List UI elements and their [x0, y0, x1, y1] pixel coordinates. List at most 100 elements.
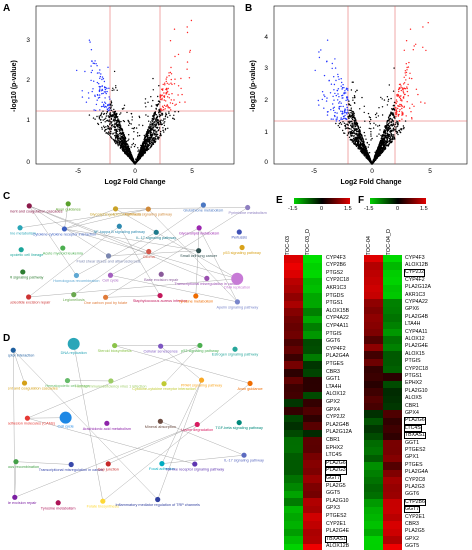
gene-point: [157, 138, 159, 140]
gene-point: [366, 153, 369, 155]
gene-point: [387, 100, 389, 102]
gene-point: [398, 96, 401, 99]
network-node: [64, 377, 71, 384]
heatmap-cell: [364, 343, 383, 352]
gene-point: [151, 142, 153, 144]
gene-point: [119, 124, 121, 126]
gene-point: [339, 101, 341, 103]
gene-point: [384, 132, 387, 134]
gene-point: [393, 108, 396, 110]
gene-point: [106, 132, 109, 134]
gene-point: [342, 94, 344, 97]
gene-point: [149, 127, 151, 130]
gene-point: [397, 88, 400, 91]
pathway-label: One carbon pool by folate: [84, 301, 127, 305]
gene-point: [333, 106, 335, 109]
gene-point: [331, 62, 333, 65]
gene-point: [317, 99, 319, 102]
gene-point: [415, 88, 418, 91]
gene-point: [101, 128, 103, 130]
gene-point: [349, 132, 352, 135]
column-label: ITOC-04: [366, 236, 372, 257]
network-node: [17, 225, 23, 231]
gene-point: [115, 142, 117, 144]
gene-point: [338, 120, 341, 122]
gene-point: [136, 158, 139, 161]
gene-point: [145, 135, 148, 137]
gene-point: [407, 66, 410, 68]
gene-point: [154, 136, 157, 138]
gene-point: [88, 39, 91, 41]
pathway-label: Nucleotide excision repair: [8, 501, 37, 505]
gene-point: [104, 129, 106, 132]
heatmap-cell: [284, 369, 303, 377]
gene-point: [109, 121, 112, 123]
gene-point: [343, 87, 345, 89]
gene-point: [359, 132, 361, 135]
gene-point: [369, 160, 372, 162]
network-node: [104, 420, 110, 426]
gene-point: [99, 69, 101, 71]
gene-point: [152, 123, 154, 126]
gene-point: [103, 126, 106, 129]
network-edge: [114, 345, 251, 384]
gene-point: [342, 121, 344, 123]
gene-point: [113, 139, 115, 141]
pathway-label: Pyrimidine metabolism: [229, 211, 267, 215]
gene-point: [137, 135, 139, 137]
gene-point: [174, 111, 176, 113]
gene-point: [351, 123, 353, 125]
gene-point: [101, 76, 104, 78]
gene-row-label: GGT5: [326, 490, 341, 497]
network-node: [194, 421, 200, 428]
network-edge: [27, 345, 201, 419]
gene-point: [360, 138, 363, 140]
gene-point: [330, 109, 332, 111]
gene-point: [321, 98, 323, 101]
x-tick-label: -5: [311, 168, 317, 175]
gene-point: [121, 108, 124, 110]
gene-point: [347, 89, 349, 91]
gene-point: [150, 135, 152, 138]
gene-point: [408, 61, 410, 64]
gene-point: [117, 128, 119, 130]
gene-point: [397, 123, 399, 126]
pathway-label: Glutathione metabolism: [183, 209, 223, 213]
gene-point: [402, 83, 405, 85]
gene-point: [108, 106, 111, 109]
gene-row-label: CBR1: [405, 402, 419, 409]
gene-point: [134, 158, 137, 160]
pathway-label: Glycosphingolipid biosynthesis: [90, 212, 142, 216]
gene-point: [352, 116, 355, 118]
gene-point: [117, 120, 119, 123]
gene-point: [355, 132, 357, 135]
gene-point: [129, 152, 131, 155]
gene-point: [174, 104, 176, 106]
gene-point: [350, 112, 352, 114]
gene-point: [354, 118, 357, 120]
gene-point: [169, 102, 172, 104]
gene-point: [361, 136, 364, 138]
gene-point: [338, 123, 340, 125]
gene-point: [338, 96, 340, 98]
gene-point: [124, 136, 126, 138]
gene-row-label: PLA2G6: [404, 417, 426, 425]
gene-point: [116, 122, 118, 124]
column-label: ITOC-04_D: [386, 228, 392, 257]
x-axis-title: Log2 Fold Change: [340, 179, 401, 186]
gene-point: [363, 131, 365, 134]
network-node: [112, 342, 118, 349]
gene-point: [114, 113, 116, 116]
heatmap-cell: [284, 467, 303, 476]
gene-point: [177, 53, 180, 56]
gene-point: [140, 148, 143, 151]
network-node: [157, 292, 163, 299]
network-edge: [110, 275, 238, 303]
gene-point: [96, 81, 99, 84]
gene-point: [124, 145, 127, 147]
gene-point: [134, 144, 136, 146]
gene-point: [367, 158, 370, 161]
gene-point: [81, 90, 83, 92]
gene-point: [368, 116, 371, 118]
